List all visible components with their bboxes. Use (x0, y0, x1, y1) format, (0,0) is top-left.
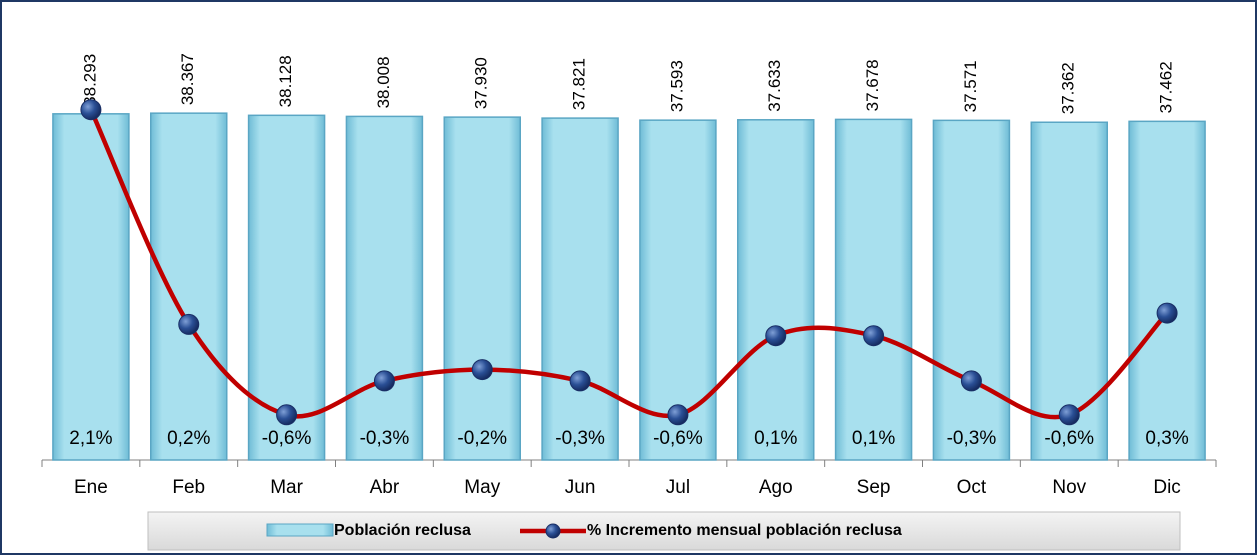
bar-value-label: 37.930 (472, 57, 491, 109)
bar (150, 112, 228, 461)
bar (834, 118, 913, 461)
line-marker (373, 370, 395, 392)
line-marker (80, 99, 102, 121)
legend-marker (545, 523, 561, 539)
x-tick-label: Mar (270, 477, 303, 498)
line-value-label: -0,3% (947, 428, 997, 449)
line-value-label: -0,3% (360, 428, 410, 449)
line (88, 108, 1169, 420)
bar (345, 115, 424, 461)
line-marker (1156, 302, 1178, 324)
line-marker (960, 370, 982, 392)
bar (1128, 120, 1206, 461)
line-value-label: 0,2% (167, 428, 210, 449)
line-value-label: -0,6% (262, 428, 312, 449)
line-marker (471, 359, 493, 381)
bar-value-label: 37.462 (1157, 61, 1176, 113)
line-value-label: -0,2% (457, 428, 507, 449)
bar-value-label: 38.293 (80, 54, 99, 106)
bar-value-label: 37.821 (570, 58, 589, 110)
bar (639, 119, 717, 461)
x-tick-label: Ago (759, 477, 793, 498)
line-marker (863, 325, 885, 347)
line-value-label: 0,1% (852, 428, 895, 449)
bar (541, 117, 619, 461)
x-tick-label: Oct (957, 477, 987, 498)
bar-value-label: 37.678 (863, 59, 882, 111)
bar-value-label: 37.571 (961, 60, 980, 112)
bar-value-label: 38.367 (178, 53, 197, 105)
bar (52, 113, 130, 461)
legend-label: Población reclusa (334, 522, 471, 539)
x-tick-label: Nov (1052, 477, 1086, 498)
bar-value-label: 37.633 (765, 60, 784, 112)
bar-value-label: 37.593 (667, 60, 686, 112)
x-tick-label: Sep (857, 477, 891, 498)
bar-value-label: 38.128 (276, 55, 295, 107)
bar-value-label: 37.362 (1059, 62, 1078, 114)
line-value-label: -0,3% (555, 428, 605, 449)
legend-label: % Incremento mensual población reclusa (587, 522, 902, 539)
x-tick-label: Abr (370, 477, 400, 498)
x-tick-label: Jul (666, 477, 690, 498)
bar-value-label: 38.008 (374, 56, 393, 108)
line-value-label: 0,3% (1145, 428, 1188, 449)
line-marker (765, 325, 787, 347)
legend-swatch (266, 523, 334, 537)
x-tick-label: Feb (172, 477, 205, 498)
line-marker (667, 404, 689, 426)
line-marker (276, 404, 298, 426)
line-value-label: -0,6% (653, 428, 703, 449)
bar (443, 116, 521, 461)
bar (932, 119, 1011, 461)
line-marker (569, 370, 591, 392)
x-tick-label: Jun (565, 477, 596, 498)
bar (1030, 121, 1108, 461)
line-marker (178, 313, 200, 335)
x-tick-label: Ene (74, 477, 108, 498)
x-tick-label: Dic (1153, 477, 1180, 498)
bar (737, 119, 815, 461)
x-tick-label: May (464, 477, 500, 498)
line-value-label: -0,6% (1044, 428, 1094, 449)
line-marker (1058, 404, 1080, 426)
line-value-label: 0,1% (754, 428, 797, 449)
line-value-label: 2,1% (69, 428, 112, 449)
